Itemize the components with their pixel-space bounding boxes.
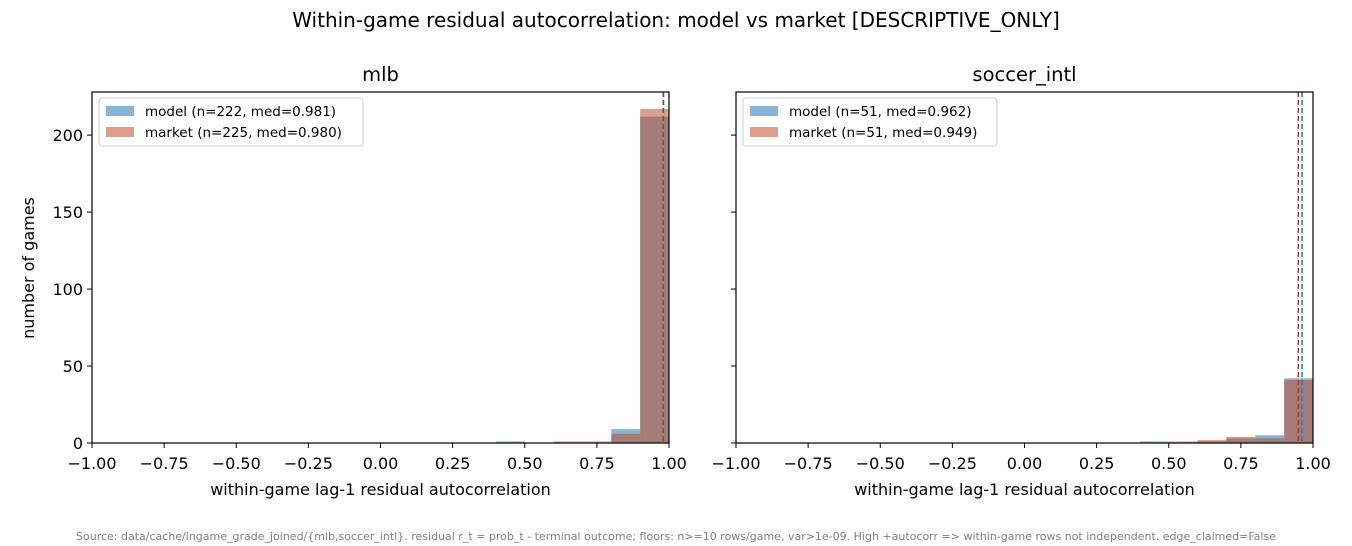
y-tick-label-mlb-2: 100	[52, 280, 83, 299]
model-legend-label-mlb: model (n=222, med=0.981)	[145, 104, 336, 120]
x-tick-label-soccer-intl-8: 1.00	[1295, 454, 1331, 473]
y-axis-label-mlb: number of games	[19, 197, 38, 339]
figure-title: Within-game residual autocorrelation: mo…	[292, 8, 1060, 32]
x-tick-label-soccer-intl-5: 0.25	[1079, 454, 1115, 473]
y-tick-label-mlb-1: 50	[63, 357, 83, 376]
legend-box-mlb	[98, 97, 364, 147]
y-tick-label-mlb-3: 150	[52, 203, 83, 222]
source-footnote: Source: data/cache/ingame_grade_joined/{…	[76, 530, 1276, 543]
x-tick-label-soccer-intl-4: 0.00	[1007, 454, 1043, 473]
legend-soccer-intl: model (n=51, med=0.962) market (n=51, med…	[742, 97, 998, 147]
model-bar-mlb-0	[495, 441, 525, 443]
market-bar-soccer-intl-2	[1226, 436, 1256, 443]
x-axis-label-mlb: within-game lag-1 residual autocorrelati…	[210, 480, 551, 499]
x-tick-label-soccer-intl-2: −0.50	[856, 454, 905, 473]
panel-title-soccer-intl: soccer_intl	[972, 63, 1076, 86]
market-legend-swatch-soccer-intl	[750, 127, 778, 137]
panel-soccer-intl: soccer_intl −1.00 −0.75 −0.50 −0.25 0.00 0.25…	[711, 63, 1330, 499]
x-tick-label-soccer-intl-0: −1.00	[711, 454, 760, 473]
x-tick-label-mlb-4: 0.00	[363, 454, 399, 473]
market-bar-mlb-2	[611, 433, 641, 443]
y-tick-label-mlb-0: 0	[73, 434, 83, 453]
x-tick-label-mlb-7: 0.75	[579, 454, 615, 473]
x-tick-label-mlb-1: −0.75	[140, 454, 189, 473]
x-tick-label-mlb-0: −1.00	[67, 454, 116, 473]
x-tick-label-mlb-6: 0.50	[507, 454, 543, 473]
model-legend-swatch-mlb	[106, 106, 134, 116]
y-tick-label-mlb-4: 200	[52, 126, 83, 145]
market-bar-mlb-1	[582, 441, 612, 443]
x-tick-label-soccer-intl-1: −0.75	[784, 454, 833, 473]
market-bar-mlb-0	[553, 441, 583, 443]
market-legend-label-mlb: market (n=225, med=0.980)	[145, 125, 342, 141]
model-legend-label-soccer-intl: model (n=51, med=0.962)	[789, 104, 971, 120]
market-bar-soccer-intl-1	[1197, 439, 1227, 443]
panel-title-mlb: mlb	[362, 63, 399, 86]
legend-mlb: model (n=222, med=0.981) market (n=225, m…	[98, 97, 364, 147]
x-tick-label-mlb-2: −0.50	[212, 454, 261, 473]
x-tick-label-soccer-intl-3: −0.25	[928, 454, 977, 473]
x-tick-label-soccer-intl-7: 0.75	[1223, 454, 1259, 473]
plot-area-mlb: −1.00 −0.75 −0.50 −0.25 0.00 0.25 0.50 0.75 1.00…	[52, 91, 687, 473]
market-legend-swatch-mlb	[106, 127, 134, 137]
model-legend-swatch-soccer-intl	[750, 106, 778, 116]
x-tick-label-mlb-8: 1.00	[651, 454, 687, 473]
x-tick-label-mlb-3: −0.25	[284, 454, 333, 473]
model-bar-soccer-intl-0	[1139, 441, 1169, 443]
plot-area-soccer-intl: −1.00 −0.75 −0.50 −0.25 0.00 0.25 0.50 0.75 1.00…	[711, 91, 1331, 473]
x-tick-label-soccer-intl-6: 0.50	[1151, 454, 1187, 473]
panel-mlb: mlb −1.00 −0.75 −0.50 −0.25 0.00 0.25 0.50 0.75…	[19, 63, 687, 499]
market-bar-soccer-intl-0	[1168, 441, 1198, 443]
market-bar-soccer-intl-3	[1255, 438, 1285, 443]
market-legend-label-soccer-intl: market (n=51, med=0.949)	[789, 125, 977, 141]
market-bar-mlb-3	[640, 108, 669, 444]
x-tick-label-mlb-5: 0.25	[435, 454, 471, 473]
x-axis-label-soccer-intl: within-game lag-1 residual autocorrelati…	[854, 480, 1195, 499]
legend-box-soccer-intl	[742, 97, 998, 147]
